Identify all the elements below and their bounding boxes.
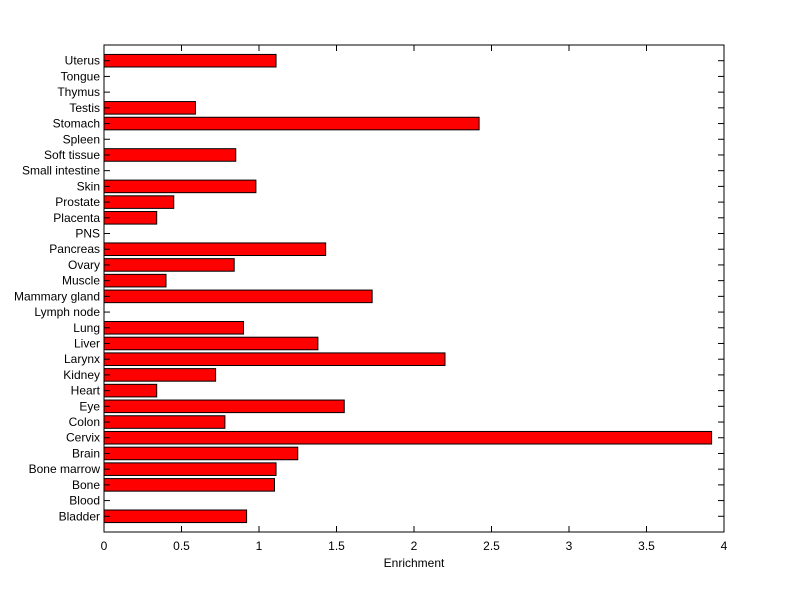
category-label: Cervix bbox=[66, 431, 100, 445]
category-label: Tongue bbox=[61, 69, 101, 83]
category-label: Blood bbox=[69, 494, 100, 508]
category-label: Bone bbox=[72, 478, 100, 492]
category-label: Lymph node bbox=[34, 305, 100, 319]
bar-liver bbox=[103, 336, 319, 351]
bar-testis bbox=[103, 101, 196, 115]
bar-stomach bbox=[103, 116, 480, 131]
category-label: Bladder bbox=[59, 509, 100, 523]
category-label: Muscle bbox=[62, 274, 100, 288]
x-tick-label: 3.5 bbox=[638, 539, 655, 553]
x-tick-label: 3 bbox=[566, 539, 573, 553]
bar-eye bbox=[103, 399, 345, 414]
bar-lung bbox=[103, 320, 244, 335]
bar-mammary-gland bbox=[103, 289, 373, 304]
bar-bone-marrow bbox=[103, 462, 277, 476]
category-label: PNS bbox=[75, 227, 100, 241]
bar-kidney bbox=[103, 368, 217, 382]
x-tick-label: 0.5 bbox=[173, 539, 190, 553]
bar-bladder bbox=[103, 509, 248, 524]
bars-layer bbox=[103, 53, 713, 524]
category-label: Kidney bbox=[63, 368, 100, 382]
bar-heart bbox=[103, 383, 158, 398]
category-label: Spleen bbox=[63, 132, 100, 146]
category-label: Heart bbox=[71, 384, 101, 398]
category-label: Prostate bbox=[55, 195, 100, 209]
category-label: Skin bbox=[77, 179, 100, 193]
bar-colon bbox=[103, 415, 226, 429]
bar-uterus bbox=[103, 53, 277, 68]
x-tick-label: 2.5 bbox=[483, 539, 500, 553]
category-label: Small intestine bbox=[22, 164, 100, 178]
category-label: Uterus bbox=[65, 54, 100, 68]
x-tick-label: 0 bbox=[101, 539, 108, 553]
bar-muscle bbox=[103, 273, 167, 288]
x-tick-label: 1.5 bbox=[328, 539, 345, 553]
x-tick-label: 4 bbox=[721, 539, 728, 553]
x-tick-label: 1 bbox=[256, 539, 263, 553]
category-label: Testis bbox=[69, 101, 100, 115]
bar-prostate bbox=[103, 195, 175, 209]
x-axis-label: Enrichment bbox=[384, 556, 445, 570]
ticks-layer bbox=[103, 45, 725, 532]
category-label: Larynx bbox=[64, 352, 100, 366]
category-label: Lung bbox=[73, 321, 100, 335]
category-label: Mammary gland bbox=[14, 289, 100, 303]
bar-pancreas bbox=[103, 242, 327, 257]
category-label: Colon bbox=[69, 415, 100, 429]
bar-soft-tissue bbox=[103, 148, 237, 162]
category-label: Liver bbox=[74, 336, 100, 350]
category-label: Soft tissue bbox=[44, 148, 100, 162]
category-label: Brain bbox=[72, 446, 100, 460]
bar-cervix bbox=[103, 430, 713, 445]
category-label: Stomach bbox=[53, 117, 100, 131]
category-label: Bone marrow bbox=[29, 462, 101, 476]
category-label: Ovary bbox=[68, 258, 100, 272]
bar-larynx bbox=[103, 352, 446, 366]
bar-ovary bbox=[103, 258, 235, 272]
bar-skin bbox=[103, 179, 257, 194]
bar-bone bbox=[103, 478, 275, 492]
category-label: Pancreas bbox=[49, 242, 100, 256]
category-label: Eye bbox=[79, 399, 100, 413]
x-tick-labels: 0 0.5 1 1.5 2 2.5 3 3.5 4 bbox=[101, 539, 728, 553]
bar-placenta bbox=[103, 211, 158, 225]
category-label: Thymus bbox=[57, 85, 100, 99]
x-tick-label: 2 bbox=[411, 539, 418, 553]
bar-brain bbox=[103, 446, 299, 461]
category-label: Placenta bbox=[53, 211, 100, 225]
